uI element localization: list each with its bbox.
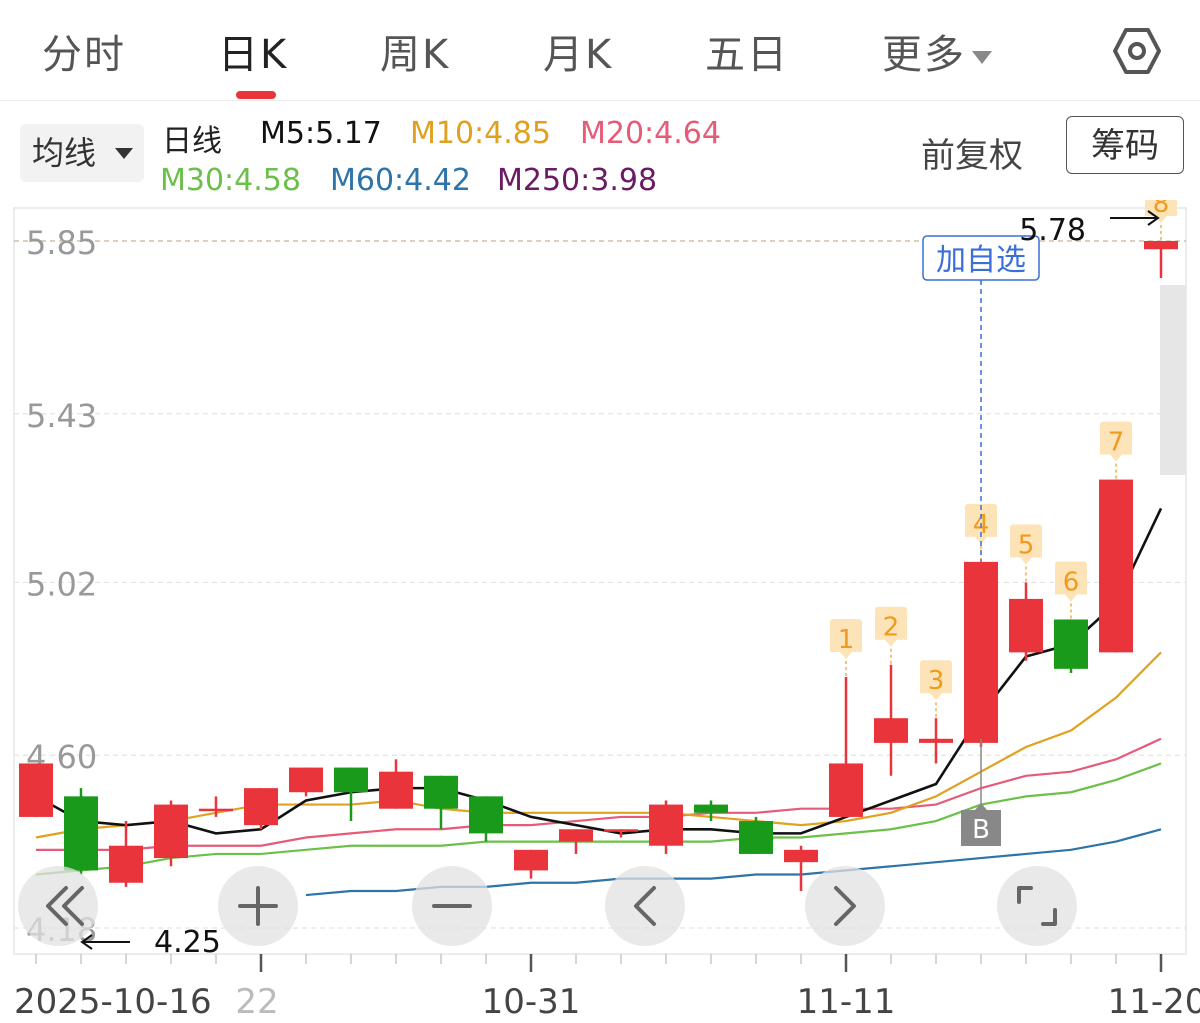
add-watchlist-button[interactable]: [922, 235, 1040, 281]
candle-body[interactable]: [694, 804, 728, 813]
signal-badge-number: 6: [1063, 567, 1080, 597]
plus-icon: [238, 886, 278, 926]
signal-badge[interactable]: [1145, 200, 1177, 223]
candle-body[interactable]: [919, 738, 953, 743]
candle-body[interactable]: [109, 845, 143, 883]
candle-body[interactable]: [379, 771, 413, 809]
candle-body[interactable]: [1144, 241, 1178, 250]
tab-monthly-k[interactable]: 月K: [543, 32, 614, 78]
candle-body[interactable]: [1099, 479, 1133, 653]
legend-m60: M60:4.42: [330, 163, 471, 198]
y-tick-label: 5.85: [26, 224, 97, 262]
signal-badge[interactable]: [830, 619, 862, 660]
candle-body[interactable]: [964, 561, 998, 743]
scrollbar[interactable]: [1160, 285, 1186, 475]
settings-icon[interactable]: [1112, 26, 1162, 76]
chevron-down-icon: [972, 50, 992, 64]
candle-body[interactable]: [559, 829, 593, 842]
tab-more[interactable]: 更多: [882, 22, 992, 80]
signal-badge-number: 3: [928, 666, 945, 696]
candle-body[interactable]: [469, 796, 503, 834]
signal-badge[interactable]: [1010, 524, 1042, 565]
chip-distribution-button[interactable]: 筹码: [1066, 116, 1184, 174]
ma-line-m10: [35, 651, 1162, 839]
x-tick-label: 2025-10-16: [14, 982, 212, 1022]
candle-body[interactable]: [784, 849, 818, 863]
candle-body[interactable]: [649, 804, 683, 846]
tab-five-day[interactable]: 五日: [705, 32, 789, 78]
active-tab-indicator: [236, 91, 276, 99]
y-tick-label: 5.02: [26, 565, 97, 603]
x-tick-label: 11-11: [797, 982, 896, 1022]
chevron-right-icon: [834, 886, 856, 926]
plot-frame: [13, 207, 1187, 955]
chevrons-left-icon: [46, 886, 84, 926]
legend-m20: M20:4.64: [580, 116, 721, 151]
legend-m250: M250:3.98: [497, 163, 658, 198]
candle-body[interactable]: [154, 804, 188, 859]
x-tick-label: 22: [235, 982, 278, 1022]
legend-m30: M30:4.58: [160, 163, 301, 198]
candle-body[interactable]: [874, 718, 908, 743]
candlestick-chart[interactable]: 5.855.435.024.604.1812345678加自选B5.784.25…: [0, 200, 1200, 1023]
tab-fenshi[interactable]: 分时: [42, 32, 126, 78]
candle-body[interactable]: [1054, 619, 1088, 669]
tab-weekly-k[interactable]: 周K: [380, 32, 451, 78]
signal-badge-number: 1: [838, 625, 855, 655]
legend-m10: M10:4.85: [410, 116, 551, 151]
candle-body[interactable]: [334, 767, 368, 793]
fullscreen-button[interactable]: [997, 866, 1077, 946]
signal-badge-number: 8: [1153, 200, 1170, 219]
candle-body[interactable]: [424, 775, 458, 809]
tab-daily-k[interactable]: 日K: [218, 32, 289, 78]
signal-badge[interactable]: [920, 660, 952, 701]
next-button[interactable]: [805, 866, 885, 946]
candle-body[interactable]: [19, 763, 53, 817]
candle-body[interactable]: [739, 821, 773, 854]
prev-button[interactable]: [605, 866, 685, 946]
ma-line-m20: [36, 737, 1162, 851]
signal-badge-number: 2: [883, 613, 900, 643]
expand-icon: [1017, 886, 1057, 926]
candle-body[interactable]: [289, 767, 323, 793]
max-price-label: 5.78: [1019, 213, 1086, 248]
x-tick-label: 10-31: [482, 982, 581, 1022]
candle-body[interactable]: [244, 788, 278, 826]
candle-body[interactable]: [1009, 598, 1043, 653]
adjustment-mode[interactable]: 前复权: [921, 136, 1023, 176]
chevron-down-icon: [115, 148, 133, 159]
signal-badge-number: 5: [1018, 530, 1035, 560]
signal-badge[interactable]: [1100, 421, 1132, 462]
x-tick-label: 11-20: [1108, 982, 1200, 1022]
signal-badge-number: 7: [1108, 428, 1125, 458]
line-type-label: 日线: [162, 124, 222, 159]
scroll-start-button[interactable]: [18, 866, 98, 946]
y-tick-label: 5.43: [26, 397, 97, 435]
legend-m5: M5:5.17: [260, 116, 382, 151]
ma-line-m30: [35, 762, 1162, 876]
candle-body[interactable]: [604, 829, 638, 832]
signal-badge[interactable]: [1055, 561, 1087, 602]
buy-marker-label: B: [972, 815, 990, 845]
ma-selector-button[interactable]: 均线: [20, 124, 144, 182]
candle-body[interactable]: [64, 796, 98, 871]
max-arrow-icon: [1110, 210, 1160, 226]
candle-body[interactable]: [514, 849, 548, 871]
buy-marker[interactable]: [961, 803, 1001, 846]
min-arrow-icon: [80, 934, 130, 950]
chevron-left-icon: [634, 886, 656, 926]
candle-body[interactable]: [829, 763, 863, 817]
period-tabs: 分时 日K 周K 月K 五日 更多: [0, 0, 1200, 101]
add-watchlist-label: 加自选: [936, 243, 1026, 278]
signal-badge[interactable]: [875, 606, 907, 647]
candle-body[interactable]: [199, 808, 233, 812]
min-price-label: 4.25: [154, 925, 221, 960]
